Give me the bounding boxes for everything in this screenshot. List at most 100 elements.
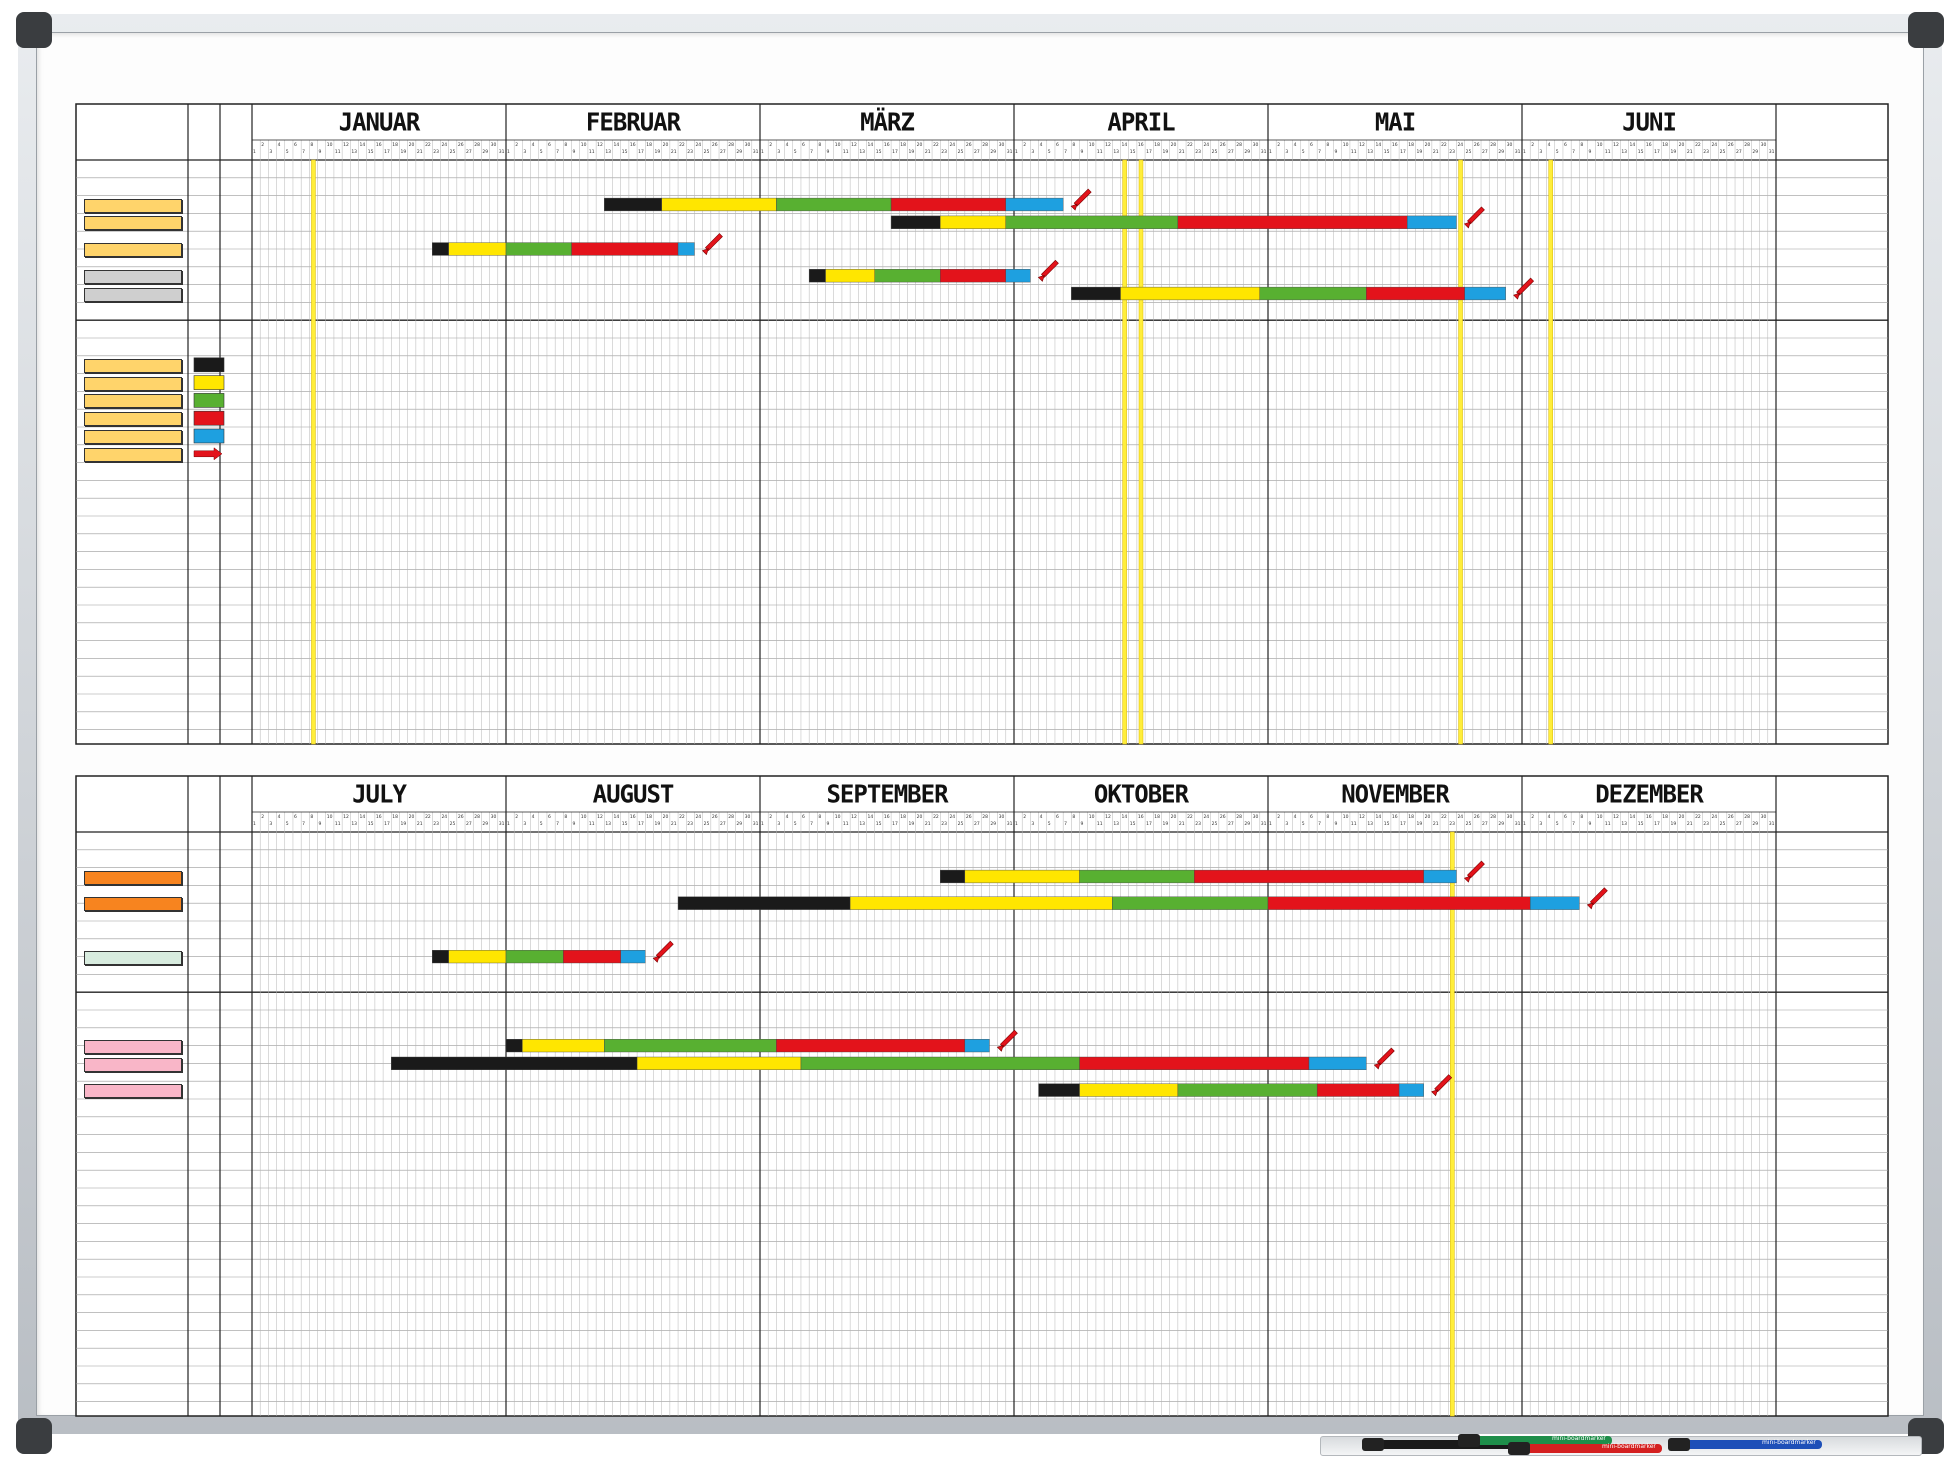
bar-segment-blue[interactable] <box>1005 197 1064 212</box>
schedule-bar[interactable] <box>890 206 1485 229</box>
bar-segment-yellow[interactable] <box>1079 1083 1179 1097</box>
bar-segment-green[interactable] <box>874 269 941 283</box>
bar-segment-green[interactable] <box>800 1056 1080 1071</box>
bar-segment-green[interactable] <box>1005 215 1179 229</box>
bar-segment-green[interactable] <box>1259 286 1367 301</box>
task-label-chip[interactable] <box>84 447 182 462</box>
deadline-arrow-icon[interactable] <box>701 233 723 256</box>
bar-segment-yellow[interactable] <box>849 896 1113 910</box>
bar-segment-blue[interactable] <box>1464 286 1506 301</box>
bar-segment-yellow[interactable] <box>1120 286 1261 301</box>
task-label-chip[interactable] <box>84 950 182 965</box>
bar-segment-red[interactable] <box>1177 215 1408 229</box>
bar-segment-yellow[interactable] <box>661 197 777 212</box>
deadline-arrow-icon[interactable] <box>1513 277 1535 300</box>
bar-segment-green[interactable] <box>505 950 564 964</box>
bar-segment-yellow[interactable] <box>964 869 1080 884</box>
bar-segment-green[interactable] <box>776 197 892 212</box>
schedule-bar[interactable] <box>1071 277 1535 301</box>
deadline-arrow-icon[interactable] <box>1586 887 1608 910</box>
bar-segment-black[interactable] <box>505 1038 523 1053</box>
bar-segment-yellow[interactable] <box>448 950 507 964</box>
bar-segment-red[interactable] <box>1194 869 1424 884</box>
schedule-bar[interactable] <box>677 887 1608 910</box>
bar-segment-red[interactable] <box>563 950 621 964</box>
task-label-chip[interactable] <box>84 394 182 409</box>
bar-segment-yellow[interactable] <box>825 269 875 283</box>
day-number: 22 <box>1695 815 1701 820</box>
bar-segment-blue[interactable] <box>1398 1083 1424 1097</box>
deadline-arrow-icon[interactable] <box>1463 206 1485 229</box>
whiteboard-marker[interactable]: mini-boardmarker <box>1668 1438 1822 1451</box>
deadline-arrow-icon[interactable] <box>1373 1047 1395 1070</box>
task-label-chip[interactable] <box>84 358 182 373</box>
task-label-chip[interactable] <box>84 287 182 302</box>
bar-segment-black[interactable] <box>940 869 966 884</box>
bar-segment-green[interactable] <box>604 1038 777 1053</box>
schedule-bar[interactable] <box>505 1029 1018 1053</box>
bar-segment-black[interactable] <box>604 197 662 212</box>
bar-segment-yellow[interactable] <box>940 215 1007 229</box>
bar-segment-black[interactable] <box>1038 1083 1080 1097</box>
task-label-chip[interactable] <box>84 1039 182 1054</box>
bar-segment-blue[interactable] <box>964 1038 990 1053</box>
bar-segment-blue[interactable] <box>1529 896 1580 910</box>
bar-segment-blue[interactable] <box>1423 869 1457 884</box>
bar-segment-black[interactable] <box>808 269 826 283</box>
task-label-chip[interactable] <box>84 216 182 231</box>
bar-segment-green[interactable] <box>1112 896 1269 910</box>
bar-segment-green[interactable] <box>505 242 572 256</box>
task-label-chip[interactable] <box>84 897 182 912</box>
schedule-bar[interactable] <box>1038 1074 1453 1097</box>
bar-segment-red[interactable] <box>1316 1083 1400 1097</box>
bar-segment-blue[interactable] <box>1005 269 1031 283</box>
bar-segment-red[interactable] <box>776 1038 966 1053</box>
task-label-chip[interactable] <box>84 198 182 213</box>
schedule-bar[interactable] <box>808 259 1059 283</box>
deadline-arrow-icon[interactable] <box>1070 188 1092 211</box>
bar-segment-blue[interactable] <box>620 950 646 964</box>
deadline-arrow-icon[interactable] <box>1037 259 1059 282</box>
bar-segment-black[interactable] <box>432 950 449 964</box>
bar-segment-blue[interactable] <box>1308 1056 1367 1071</box>
bar-segment-black[interactable] <box>890 215 941 229</box>
day-number: 2 <box>261 143 265 148</box>
schedule-bar[interactable] <box>432 940 674 964</box>
schedule-bar[interactable] <box>391 1047 1395 1071</box>
bar-segment-yellow[interactable] <box>448 242 507 256</box>
schedule-bar[interactable] <box>604 188 1092 212</box>
task-label-chip[interactable] <box>84 269 182 284</box>
bar-segment-green[interactable] <box>1177 1083 1318 1097</box>
whiteboard-marker[interactable]: mini-boardmarker <box>1508 1442 1662 1455</box>
bar-segment-red[interactable] <box>890 197 1007 212</box>
bar-segment-red[interactable] <box>1079 1056 1310 1071</box>
task-label-chip[interactable] <box>84 870 182 885</box>
deadline-arrow-icon[interactable] <box>1463 860 1485 883</box>
bar-segment-black[interactable] <box>1071 286 1121 301</box>
task-label-chip[interactable] <box>84 243 182 258</box>
bar-segment-black[interactable] <box>391 1056 638 1071</box>
schedule-bar[interactable] <box>940 860 1485 884</box>
task-label-chip[interactable] <box>84 1057 182 1072</box>
deadline-arrow-icon[interactable] <box>1431 1074 1453 1097</box>
deadline-arrow-icon[interactable] <box>652 940 674 963</box>
task-label-chip[interactable] <box>84 376 182 391</box>
deadline-arrow-icon[interactable] <box>996 1029 1018 1052</box>
task-label-chip[interactable] <box>84 412 182 427</box>
bar-segment-red[interactable] <box>940 269 1007 283</box>
whiteboard-marker[interactable]: mini-boardmarker <box>1458 1434 1612 1447</box>
bar-segment-blue[interactable] <box>677 242 695 256</box>
bar-segment-green[interactable] <box>1079 869 1195 884</box>
bar-segment-black[interactable] <box>677 896 851 910</box>
bar-segment-blue[interactable] <box>1407 215 1457 229</box>
bar-segment-black[interactable] <box>432 242 449 256</box>
task-label-chip[interactable] <box>84 1084 182 1099</box>
day-number: 10 <box>1088 815 1095 820</box>
task-label-chip[interactable] <box>84 430 182 444</box>
bar-segment-red[interactable] <box>1366 286 1465 301</box>
bar-segment-yellow[interactable] <box>522 1038 605 1053</box>
bar-segment-red[interactable] <box>1267 896 1531 910</box>
bar-segment-yellow[interactable] <box>636 1056 802 1071</box>
schedule-bar[interactable] <box>432 233 723 256</box>
bar-segment-red[interactable] <box>571 242 679 256</box>
